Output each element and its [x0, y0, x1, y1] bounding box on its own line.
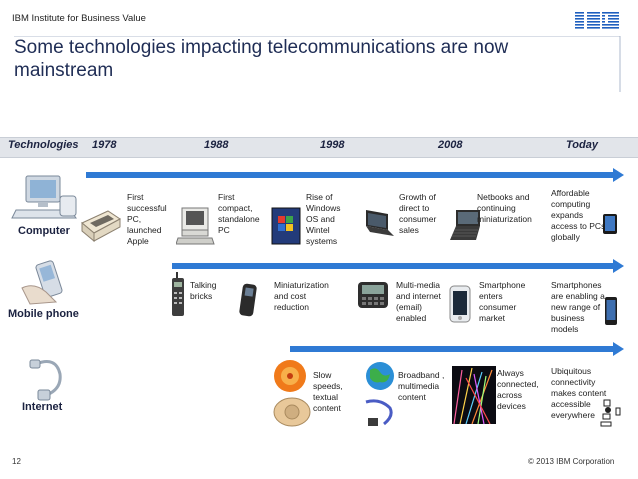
computer-arrow-head — [613, 168, 624, 182]
flip-phone-icon — [239, 283, 257, 317]
timeline-year-1978: 1978 — [92, 139, 117, 151]
modern-phone-icon — [605, 297, 617, 325]
netbook-icon — [450, 210, 480, 240]
page-title: Some technologies impacting telecommunic… — [14, 37, 509, 81]
computer-item-netbooks: Netbooks and continuing miniaturization — [477, 192, 532, 224]
internet-item-always-connected: Always connected, across devices — [497, 368, 539, 411]
timeline-band — [0, 137, 638, 158]
broadband-globe-icon — [365, 362, 394, 426]
internet-item-slow-speeds: Slow speeds, textual content — [313, 370, 343, 413]
computer-item-today: Affordable computing expands access to P… — [551, 188, 606, 242]
copyright: © 2013 IBM Corporation — [528, 457, 615, 466]
timeline-year-today: Today — [566, 139, 598, 151]
connected-devices-icon — [600, 399, 621, 427]
mobile-hand-icon — [21, 260, 63, 305]
computer-item-1998: Rise of Windows OS and Wintel systems — [306, 192, 341, 246]
compact-pc-icon — [176, 207, 215, 245]
timeline-year-2008: 2008 — [438, 139, 463, 151]
internet-item-broadband: Broadband , multimedia content — [398, 370, 445, 402]
row-label-internet: Internet — [22, 401, 63, 413]
pager-phone-icon — [358, 282, 388, 308]
computer-timeline-arrow — [86, 172, 614, 178]
modem-phone-icon — [273, 360, 311, 427]
timeline-year-1998: 1998 — [320, 139, 345, 151]
header-institute-text: IBM Institute for Business Value — [12, 13, 146, 24]
timeline-row-header: Technologies — [8, 139, 79, 151]
timeline-year-1988: 1988 — [204, 139, 229, 151]
ibm-logo — [575, 10, 619, 32]
smartphone-icon — [449, 285, 471, 323]
windows-box-icon — [271, 207, 301, 245]
computer-item-1978: First successful PC, launched Apple — [127, 192, 167, 246]
row-label-mobile-phone: Mobile phone — [8, 308, 79, 320]
computer-icon — [11, 175, 77, 219]
tablet-icon — [603, 214, 617, 234]
title-frame — [14, 36, 621, 92]
laptop-icon — [366, 210, 394, 236]
apple-computer-icon — [81, 210, 121, 243]
page-number: 12 — [12, 457, 21, 466]
internet-timeline-arrow — [290, 346, 614, 352]
row-label-computer: Computer — [18, 225, 70, 237]
mobile-item-smartphone: Smartphone enters consumer market — [479, 280, 526, 323]
brick-phone-icon — [172, 272, 184, 316]
computer-item-1988: First compact, standalone PC — [218, 192, 260, 235]
mobile-item-miniaturization: Miniaturization and cost reduction — [274, 280, 329, 312]
internet-cable-icon — [29, 359, 62, 401]
fiber-optic-icon — [452, 366, 496, 424]
mobile-item-multimedia: Multi-media and internet (email) enabled — [396, 280, 441, 323]
internet-arrow-head — [613, 342, 624, 356]
computer-item-2008: Growth of direct to consumer sales — [399, 192, 437, 235]
mobile-item-today: Smartphones are enabling a new range of … — [551, 280, 605, 334]
mobile-timeline-arrow — [172, 263, 614, 269]
mobile-arrow-head — [613, 259, 624, 273]
internet-item-today: Ubiquitous connectivity makes content ac… — [551, 366, 607, 420]
mobile-item-talking-bricks: Talking bricks — [190, 280, 217, 301]
